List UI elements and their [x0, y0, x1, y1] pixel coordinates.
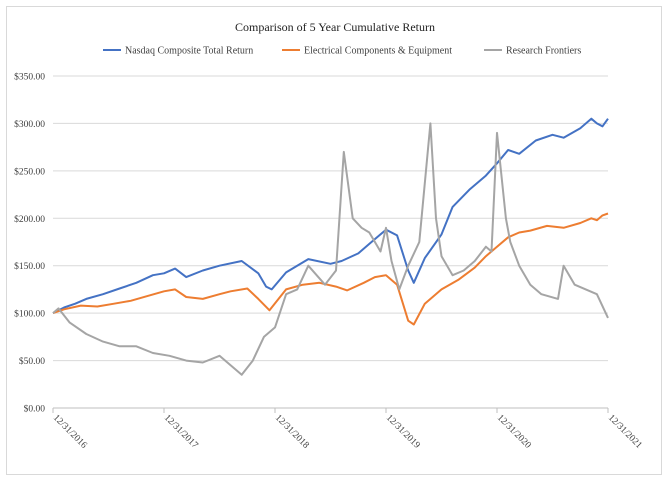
chart-title: Comparison of 5 Year Cumulative Return — [235, 20, 435, 34]
y-tick-label: $100.00 — [14, 309, 45, 320]
x-tick-label: 12/31/2017 — [162, 413, 200, 451]
legend-label: Research Frontiers — [506, 46, 581, 57]
x-tick-label: 12/31/2019 — [384, 413, 422, 451]
y-tick-label: $250.00 — [14, 166, 45, 177]
x-tick-label: 12/31/2018 — [273, 413, 311, 451]
gridlines — [53, 75, 608, 362]
legend-label: Electrical Components & Equipment — [304, 46, 452, 57]
y-tick-label: $350.00 — [14, 72, 45, 83]
chart-frame — [6, 6, 662, 475]
y-tick-label: $0.00 — [24, 404, 46, 415]
x-tick-label: 12/31/2016 — [51, 413, 89, 451]
y-axis-ticks: $0.00 $50.00 $100.00 $150.00 $200.00 $250.00 $… — [14, 72, 45, 415]
series-lines — [52, 117, 609, 376]
x-tick-label: 12/31/2021 — [606, 413, 644, 451]
x-axis-ticks: 12/31/2016 12/31/2017 12/31/2018 12/31/2019… — [51, 408, 644, 451]
y-tick-label: $150.00 — [14, 261, 45, 272]
series-line-2 — [52, 122, 609, 376]
y-tick-label: $300.00 — [14, 119, 45, 130]
y-tick-label: $50.00 — [19, 356, 45, 367]
series-line-0 — [52, 117, 609, 314]
series-line-1 — [52, 212, 609, 326]
legend-label: Nasdaq Composite Total Return — [125, 46, 253, 57]
y-tick-label: $200.00 — [14, 214, 45, 225]
chart-legend: Nasdaq Composite Total Return Electrical … — [103, 46, 581, 57]
x-tick-label: 12/31/2020 — [495, 413, 533, 451]
